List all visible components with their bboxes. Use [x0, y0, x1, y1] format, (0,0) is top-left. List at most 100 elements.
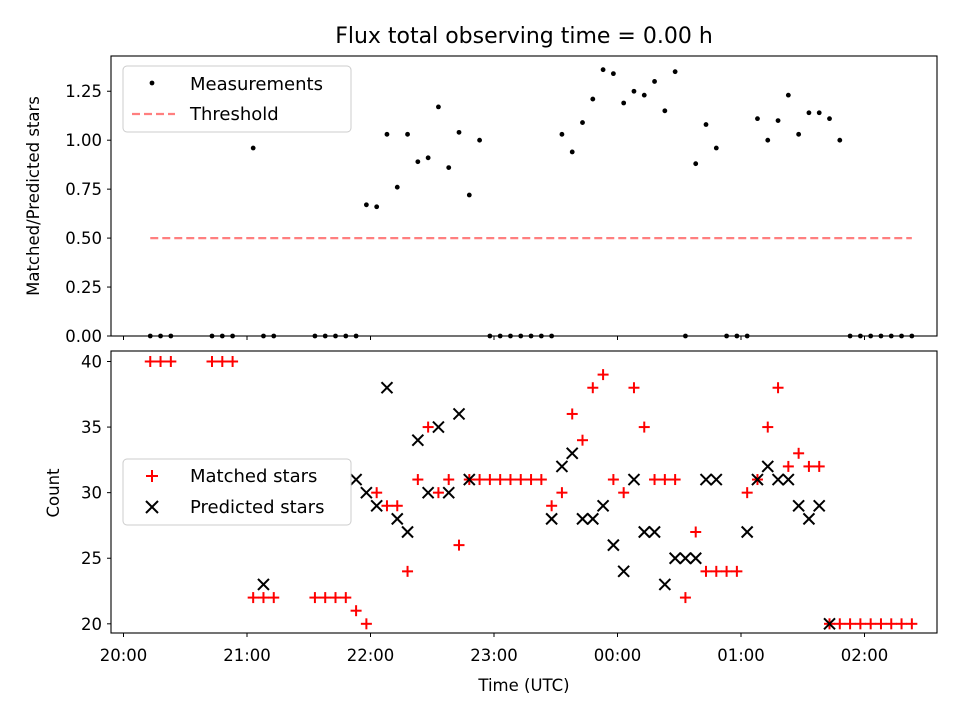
matched-star-point	[525, 474, 537, 486]
predicted-star-point	[442, 486, 455, 499]
matched-star-point	[649, 474, 661, 486]
bottom-y-tick-label: 20	[81, 615, 102, 634]
bottom-y-axis: 20 25 30 35 40	[81, 352, 111, 634]
matched-star-point	[504, 474, 516, 486]
matched-star-point	[834, 618, 846, 630]
matched-star-point	[432, 487, 444, 499]
measurement-point	[785, 92, 791, 98]
bottom-y-tick-label: 30	[81, 484, 102, 503]
measurement-point	[662, 108, 668, 114]
measurement-point	[693, 161, 699, 167]
predicted-star-point	[586, 512, 600, 526]
top-y-tick-label: 1.25	[65, 82, 102, 101]
matched-star-point	[340, 592, 352, 604]
bottom-x-axis: 20:00 21:00 22:00 23:00 00:00 01:00 02:00	[100, 633, 889, 665]
top-plot-frame	[110, 55, 938, 337]
predicted-star-point	[813, 499, 826, 512]
matched-star-point	[474, 474, 486, 486]
bottom-x-tick-label: 00:00	[594, 646, 642, 665]
top-y-tick-label: 0.00	[65, 327, 102, 346]
matched-star-point	[875, 618, 887, 630]
measurement-point	[827, 116, 832, 122]
measurement-point	[250, 145, 256, 151]
top-y-tick-label: 1.00	[65, 131, 102, 150]
measurement-point	[363, 202, 369, 208]
matched-star-point	[803, 460, 815, 472]
matched-star-point	[155, 355, 167, 367]
measurement-point	[600, 67, 606, 73]
matched-star-point	[577, 434, 589, 446]
predicted-star-point	[566, 447, 579, 460]
legend-label-threshold: Threshold	[189, 104, 279, 125]
predicted-star-point	[679, 552, 692, 565]
bottom-x-tick-label: 21:00	[223, 646, 271, 665]
top-legend: Measurements Threshold	[122, 65, 352, 133]
matched-star-point	[813, 460, 825, 472]
predicted-star-point	[257, 578, 270, 591]
bottom-x-axis-label: Time (UTC)	[477, 676, 569, 695]
measurement-point	[652, 79, 657, 84]
matched-star-point	[216, 355, 228, 367]
matched-star-point	[700, 565, 712, 577]
matched-star-point	[782, 460, 794, 472]
predicted-star-point	[555, 460, 569, 473]
predicted-star-point	[710, 473, 723, 486]
matched-star-point	[144, 355, 156, 367]
matched-star-point	[896, 618, 908, 630]
matched-star-point	[227, 355, 239, 367]
measurement-point	[456, 129, 462, 135]
matched-star-point	[515, 474, 527, 486]
matched-star-point	[165, 355, 177, 367]
legend-label-measurements: Measurements	[190, 74, 323, 95]
matched-star-point	[319, 592, 331, 604]
predicted-star-point	[349, 473, 363, 486]
predicted-star-point	[761, 460, 774, 473]
predicted-star-point	[740, 525, 754, 539]
matched-star-point	[402, 565, 414, 577]
predicted-star-point	[452, 407, 466, 421]
predicted-star-point	[751, 473, 764, 486]
matched-star-point	[556, 487, 568, 499]
matched-star-point	[885, 618, 897, 630]
measurement-point	[765, 137, 771, 143]
matched-star-point	[247, 592, 259, 604]
predicted-star-point	[380, 381, 394, 394]
matched-star-point	[793, 447, 805, 459]
bottom-y-tick-label: 25	[81, 549, 102, 568]
measurement-point	[703, 122, 709, 127]
measurement-point	[775, 118, 781, 124]
predicted-star-point	[668, 552, 682, 565]
bottom-plot-area	[144, 355, 918, 631]
bottom-x-tick-label: 02:00	[841, 646, 889, 665]
matched-star-point	[762, 421, 774, 433]
predicted-star-point	[432, 420, 445, 434]
matched-star-point	[659, 474, 671, 486]
predicted-star-point	[648, 525, 661, 539]
measurement-point	[384, 131, 390, 137]
predicted-star-point	[658, 578, 672, 591]
measurement-point	[374, 204, 380, 210]
predicted-star-point	[802, 512, 816, 526]
matched-star-point	[381, 500, 393, 512]
predicted-star-point	[689, 552, 702, 565]
matched-star-point	[309, 592, 321, 604]
matched-star-point	[597, 369, 609, 381]
matched-star-point	[731, 565, 743, 577]
predicted-star-point	[576, 512, 589, 526]
bottom-x-tick-label: 23:00	[470, 646, 518, 665]
matched-star-point	[330, 592, 342, 604]
measurement-point	[559, 131, 565, 137]
matched-star-point	[587, 382, 599, 394]
measurement-point	[415, 159, 421, 165]
matched-star-point	[268, 592, 280, 604]
measurement-point	[837, 137, 843, 143]
predicted-star-point	[360, 486, 373, 499]
top-x-axis	[123, 336, 865, 340]
matched-star-point	[350, 605, 362, 617]
legend-x-marker	[145, 500, 159, 514]
legend-label-predicted-stars: Predicted stars	[190, 497, 324, 518]
measurement-point	[621, 100, 627, 106]
top-plot-area	[147, 67, 915, 339]
predicted-star-point	[823, 617, 836, 631]
bottom-x-tick-label: 20:00	[100, 646, 148, 665]
